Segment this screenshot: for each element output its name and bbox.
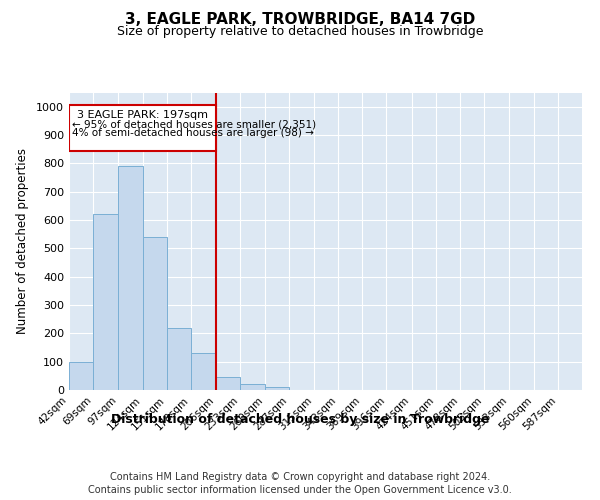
Text: Contains public sector information licensed under the Open Government Licence v3: Contains public sector information licen…	[88, 485, 512, 495]
Text: 3, EAGLE PARK, TROWBRIDGE, BA14 7GD: 3, EAGLE PARK, TROWBRIDGE, BA14 7GD	[125, 12, 475, 28]
Bar	[216, 377, 240, 390]
Text: Contains HM Land Registry data © Crown copyright and database right 2024.: Contains HM Land Registry data © Crown c…	[110, 472, 490, 482]
Bar	[167, 328, 191, 390]
Bar	[118, 166, 143, 390]
Text: Size of property relative to detached houses in Trowbridge: Size of property relative to detached ho…	[117, 25, 483, 38]
Bar	[93, 214, 118, 390]
Text: 4% of semi-detached houses are larger (98) →: 4% of semi-detached houses are larger (9…	[71, 128, 314, 138]
Text: ← 95% of detached houses are smaller (2,351): ← 95% of detached houses are smaller (2,…	[71, 120, 316, 130]
Y-axis label: Number of detached properties: Number of detached properties	[16, 148, 29, 334]
Bar	[191, 353, 216, 390]
Bar	[265, 387, 289, 390]
Text: 3 EAGLE PARK: 197sqm: 3 EAGLE PARK: 197sqm	[77, 110, 208, 120]
Bar	[69, 106, 216, 150]
Bar	[240, 384, 265, 390]
Bar	[143, 237, 167, 390]
Text: Distribution of detached houses by size in Trowbridge: Distribution of detached houses by size …	[111, 412, 489, 426]
Bar	[69, 362, 93, 390]
